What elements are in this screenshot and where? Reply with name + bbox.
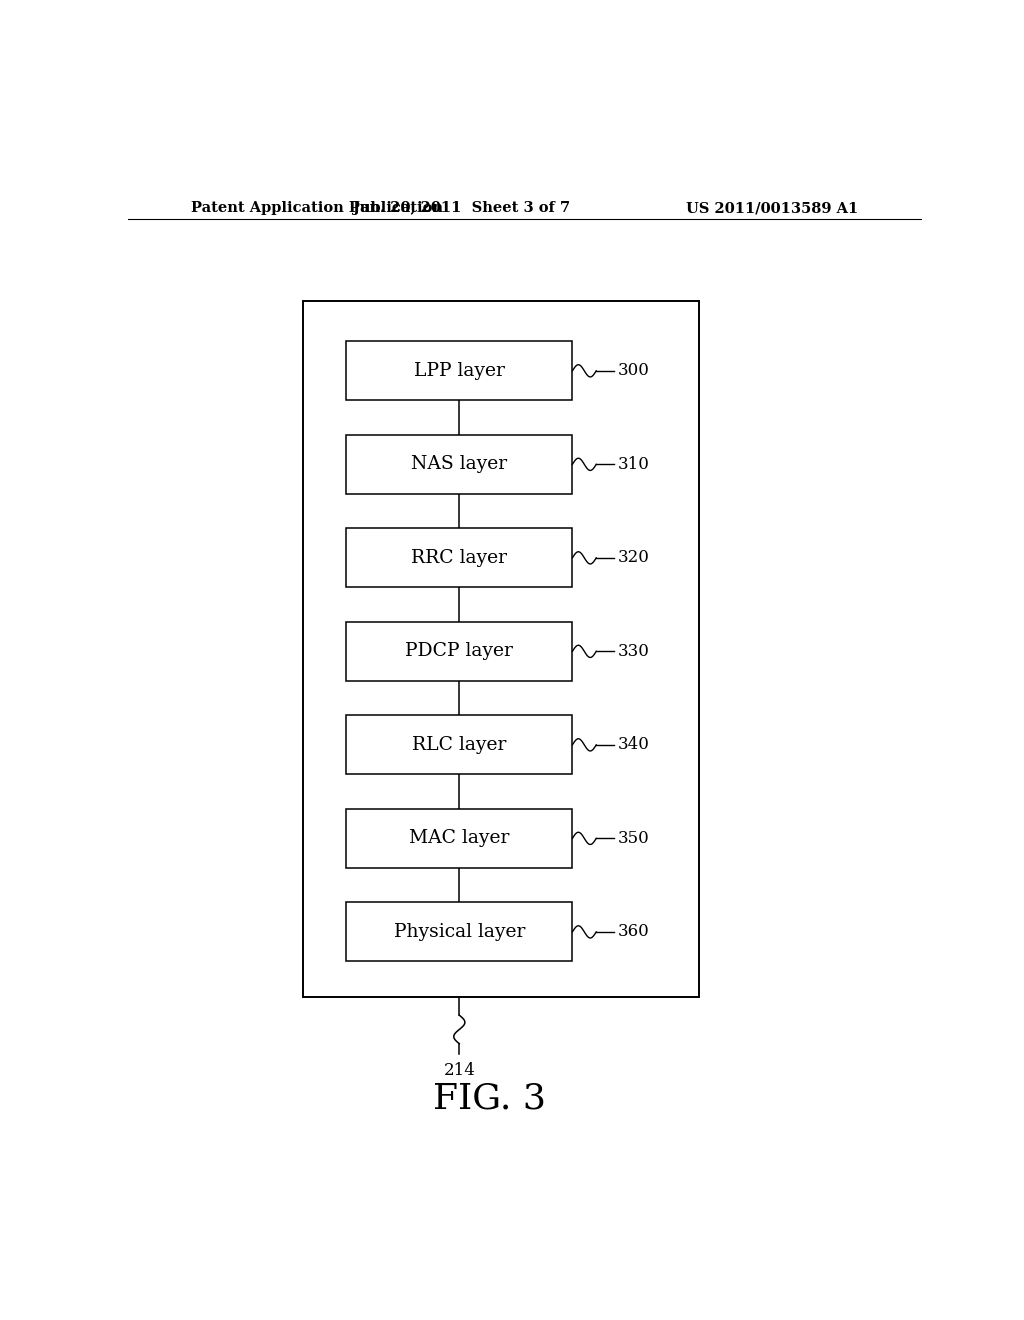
Bar xyxy=(346,809,572,867)
Text: LPP layer: LPP layer xyxy=(414,362,505,380)
Bar xyxy=(346,342,572,400)
Text: 300: 300 xyxy=(617,362,649,379)
Text: NAS layer: NAS layer xyxy=(412,455,507,474)
Text: MAC layer: MAC layer xyxy=(410,829,510,847)
Text: PDCP layer: PDCP layer xyxy=(406,643,513,660)
Bar xyxy=(346,434,572,494)
Text: RLC layer: RLC layer xyxy=(412,735,507,754)
Text: 330: 330 xyxy=(617,643,649,660)
Text: RRC layer: RRC layer xyxy=(412,549,507,566)
Bar xyxy=(346,528,572,587)
Text: 310: 310 xyxy=(617,455,649,473)
Text: US 2011/0013589 A1: US 2011/0013589 A1 xyxy=(686,201,858,215)
Text: 320: 320 xyxy=(617,549,649,566)
Text: 360: 360 xyxy=(617,924,649,940)
Text: Patent Application Publication: Patent Application Publication xyxy=(191,201,443,215)
Text: 350: 350 xyxy=(617,830,649,847)
Bar xyxy=(346,715,572,775)
Bar xyxy=(346,622,572,681)
Text: 214: 214 xyxy=(443,1063,475,1078)
Text: FIG. 3: FIG. 3 xyxy=(432,1081,546,1115)
Text: 340: 340 xyxy=(617,737,649,754)
Bar xyxy=(346,903,572,961)
Text: Physical layer: Physical layer xyxy=(393,923,525,941)
Text: Jan. 20, 2011  Sheet 3 of 7: Jan. 20, 2011 Sheet 3 of 7 xyxy=(352,201,570,215)
Bar xyxy=(303,301,699,997)
